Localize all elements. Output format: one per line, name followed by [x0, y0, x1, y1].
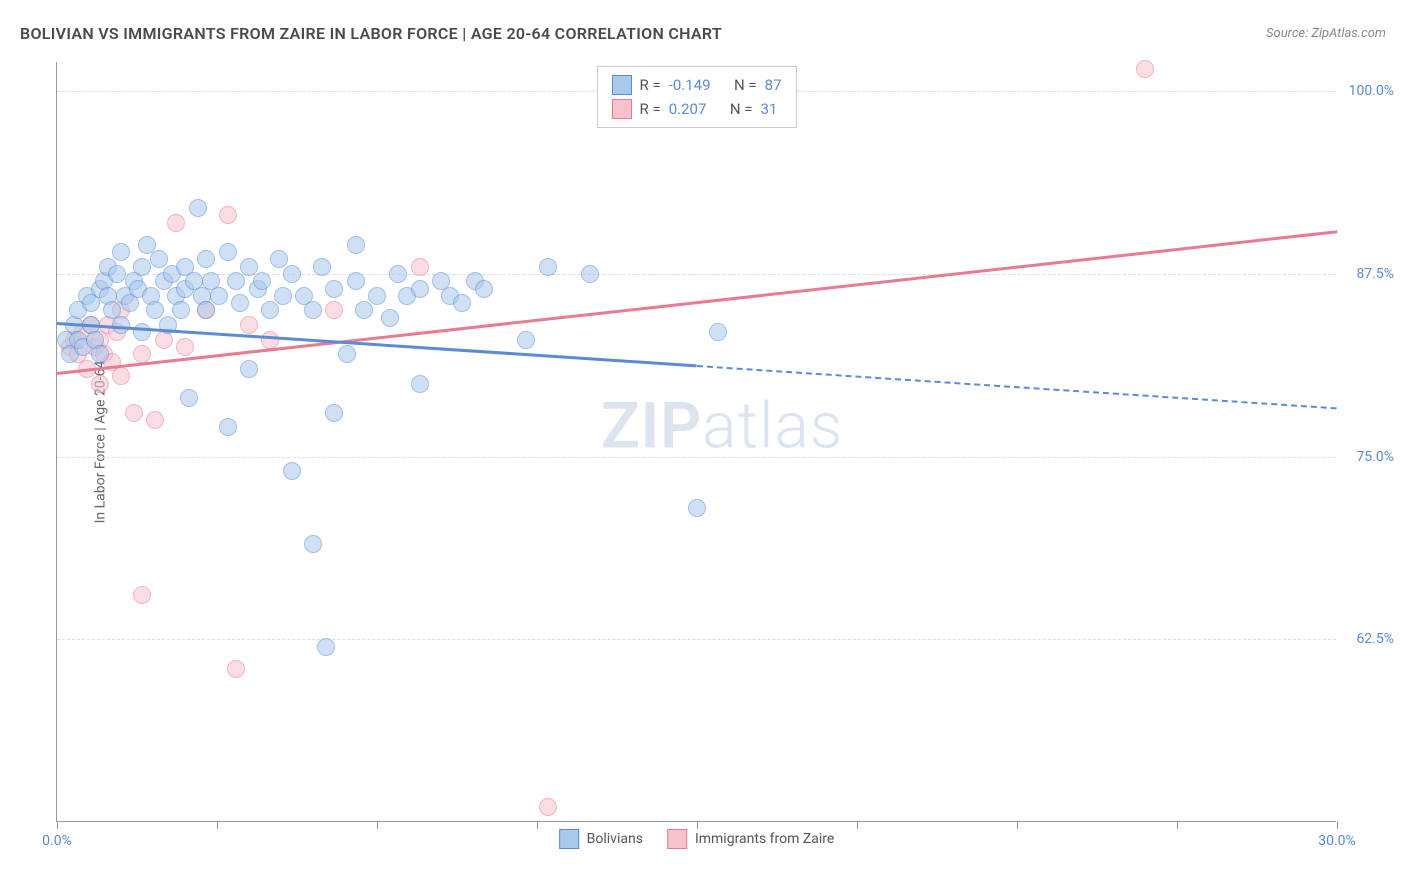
data-point	[517, 331, 535, 349]
data-point	[304, 301, 322, 319]
x-tick	[1177, 821, 1178, 829]
data-point	[261, 301, 279, 319]
data-point	[539, 798, 557, 816]
data-point	[219, 418, 237, 436]
data-point	[133, 586, 151, 604]
data-point	[325, 301, 343, 319]
x-tick	[857, 821, 858, 829]
y-tick-label: 87.5%	[1356, 266, 1394, 282]
data-point	[347, 236, 365, 254]
chart-title: BOLIVIAN VS IMMIGRANTS FROM ZAIRE IN LAB…	[20, 24, 722, 43]
data-point	[261, 331, 279, 349]
x-tick-label: 0.0%	[42, 833, 72, 849]
data-point	[539, 258, 557, 276]
x-tick	[1337, 821, 1338, 829]
data-point	[180, 389, 198, 407]
data-point	[138, 236, 156, 254]
data-point	[253, 272, 271, 290]
swatch-bolivians	[611, 75, 631, 95]
data-point	[304, 535, 322, 553]
data-point	[91, 375, 109, 393]
data-point	[150, 250, 168, 268]
y-tick-label: 75.0%	[1356, 449, 1394, 465]
data-point	[133, 345, 151, 363]
data-point	[368, 287, 386, 305]
data-point	[325, 404, 343, 422]
swatch-bolivians-icon	[559, 829, 579, 849]
data-point	[125, 404, 143, 422]
x-tick	[57, 821, 58, 829]
legend-item-zaire: Immigrants from Zaire	[667, 829, 834, 849]
data-point	[688, 499, 706, 517]
data-point	[167, 214, 185, 232]
data-point	[313, 258, 331, 276]
data-point	[197, 301, 215, 319]
data-point	[347, 272, 365, 290]
data-point	[355, 301, 373, 319]
data-point	[453, 294, 471, 312]
data-point	[274, 287, 292, 305]
data-point	[709, 323, 727, 341]
chart-plot-area: ZIPatlas R = -0.149 N = 87 R = 0.207 N =…	[56, 62, 1336, 822]
swatch-zaire	[611, 99, 631, 119]
data-point	[227, 660, 245, 678]
data-point	[133, 258, 151, 276]
x-tick	[217, 821, 218, 829]
data-point	[219, 206, 237, 224]
data-point	[283, 462, 301, 480]
data-point	[475, 280, 493, 298]
data-point	[112, 367, 130, 385]
data-point	[270, 250, 288, 268]
x-tick	[697, 821, 698, 829]
data-point	[381, 309, 399, 327]
data-point	[411, 258, 429, 276]
gridline	[57, 457, 1336, 458]
data-point	[108, 265, 126, 283]
data-point	[189, 199, 207, 217]
data-point	[411, 375, 429, 393]
data-point	[91, 345, 109, 363]
legend-item-bolivians: Bolivians	[559, 829, 643, 849]
data-point	[389, 265, 407, 283]
regression-line	[697, 365, 1337, 409]
y-tick-label: 62.5%	[1356, 631, 1394, 647]
data-point	[240, 316, 258, 334]
series-legend: Bolivians Immigrants from Zaire	[559, 829, 835, 849]
data-point	[240, 360, 258, 378]
y-tick-label: 100.0%	[1349, 83, 1394, 99]
data-point	[240, 258, 258, 276]
data-point	[133, 323, 151, 341]
legend-row-zaire: R = 0.207 N = 31	[611, 97, 781, 121]
data-point	[581, 265, 599, 283]
data-point	[219, 243, 237, 261]
swatch-zaire-icon	[667, 829, 687, 849]
source-label: Source: ZipAtlas.com	[1266, 26, 1386, 41]
x-tick	[1017, 821, 1018, 829]
data-point	[325, 280, 343, 298]
watermark: ZIPatlas	[601, 389, 843, 464]
data-point	[210, 287, 228, 305]
x-tick	[377, 821, 378, 829]
legend-row-bolivians: R = -0.149 N = 87	[611, 73, 781, 97]
x-tick-label: 30.0%	[1318, 833, 1356, 849]
data-point	[227, 272, 245, 290]
data-point	[317, 638, 335, 656]
data-point	[172, 301, 190, 319]
data-point	[283, 265, 301, 283]
data-point	[146, 301, 164, 319]
x-tick	[537, 821, 538, 829]
data-point	[231, 294, 249, 312]
data-point	[197, 250, 215, 268]
correlation-legend: R = -0.149 N = 87 R = 0.207 N = 31	[596, 66, 796, 128]
data-point	[112, 243, 130, 261]
data-point	[338, 345, 356, 363]
data-point	[411, 280, 429, 298]
data-point	[176, 338, 194, 356]
data-point	[146, 411, 164, 429]
data-point	[1136, 60, 1154, 78]
gridline	[57, 639, 1336, 640]
